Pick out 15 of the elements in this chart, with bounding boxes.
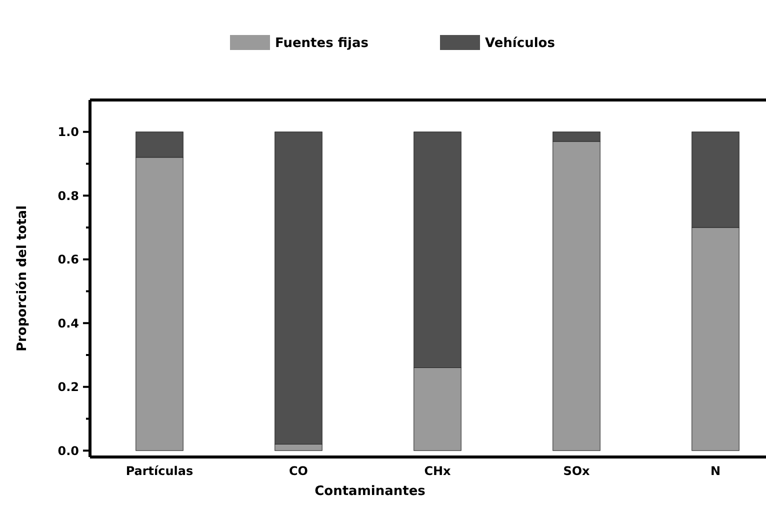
y-tick-label: 0.8 [58, 188, 79, 203]
y-tick-label: 0.4 [58, 316, 79, 330]
x-tick-label: CHx [424, 464, 452, 478]
x-tick-label: Partículas [126, 464, 194, 478]
x-tick-label: SOx [563, 464, 590, 478]
y-tick-label: 0.2 [58, 380, 79, 394]
x-tick-label: N [710, 464, 721, 478]
y-tick-label: 0.0 [58, 444, 79, 458]
x-axis-title: Contaminantes [314, 484, 426, 499]
x-tick-label: CO [288, 464, 308, 478]
y-tick-label: 0.6 [58, 252, 79, 267]
legend-label: Fuentes fijas [275, 36, 369, 51]
y-axis-title: Proporción del total [15, 205, 30, 352]
legend-label: Vehículos [485, 36, 556, 51]
y-tick-label: 1.0 [58, 125, 79, 140]
